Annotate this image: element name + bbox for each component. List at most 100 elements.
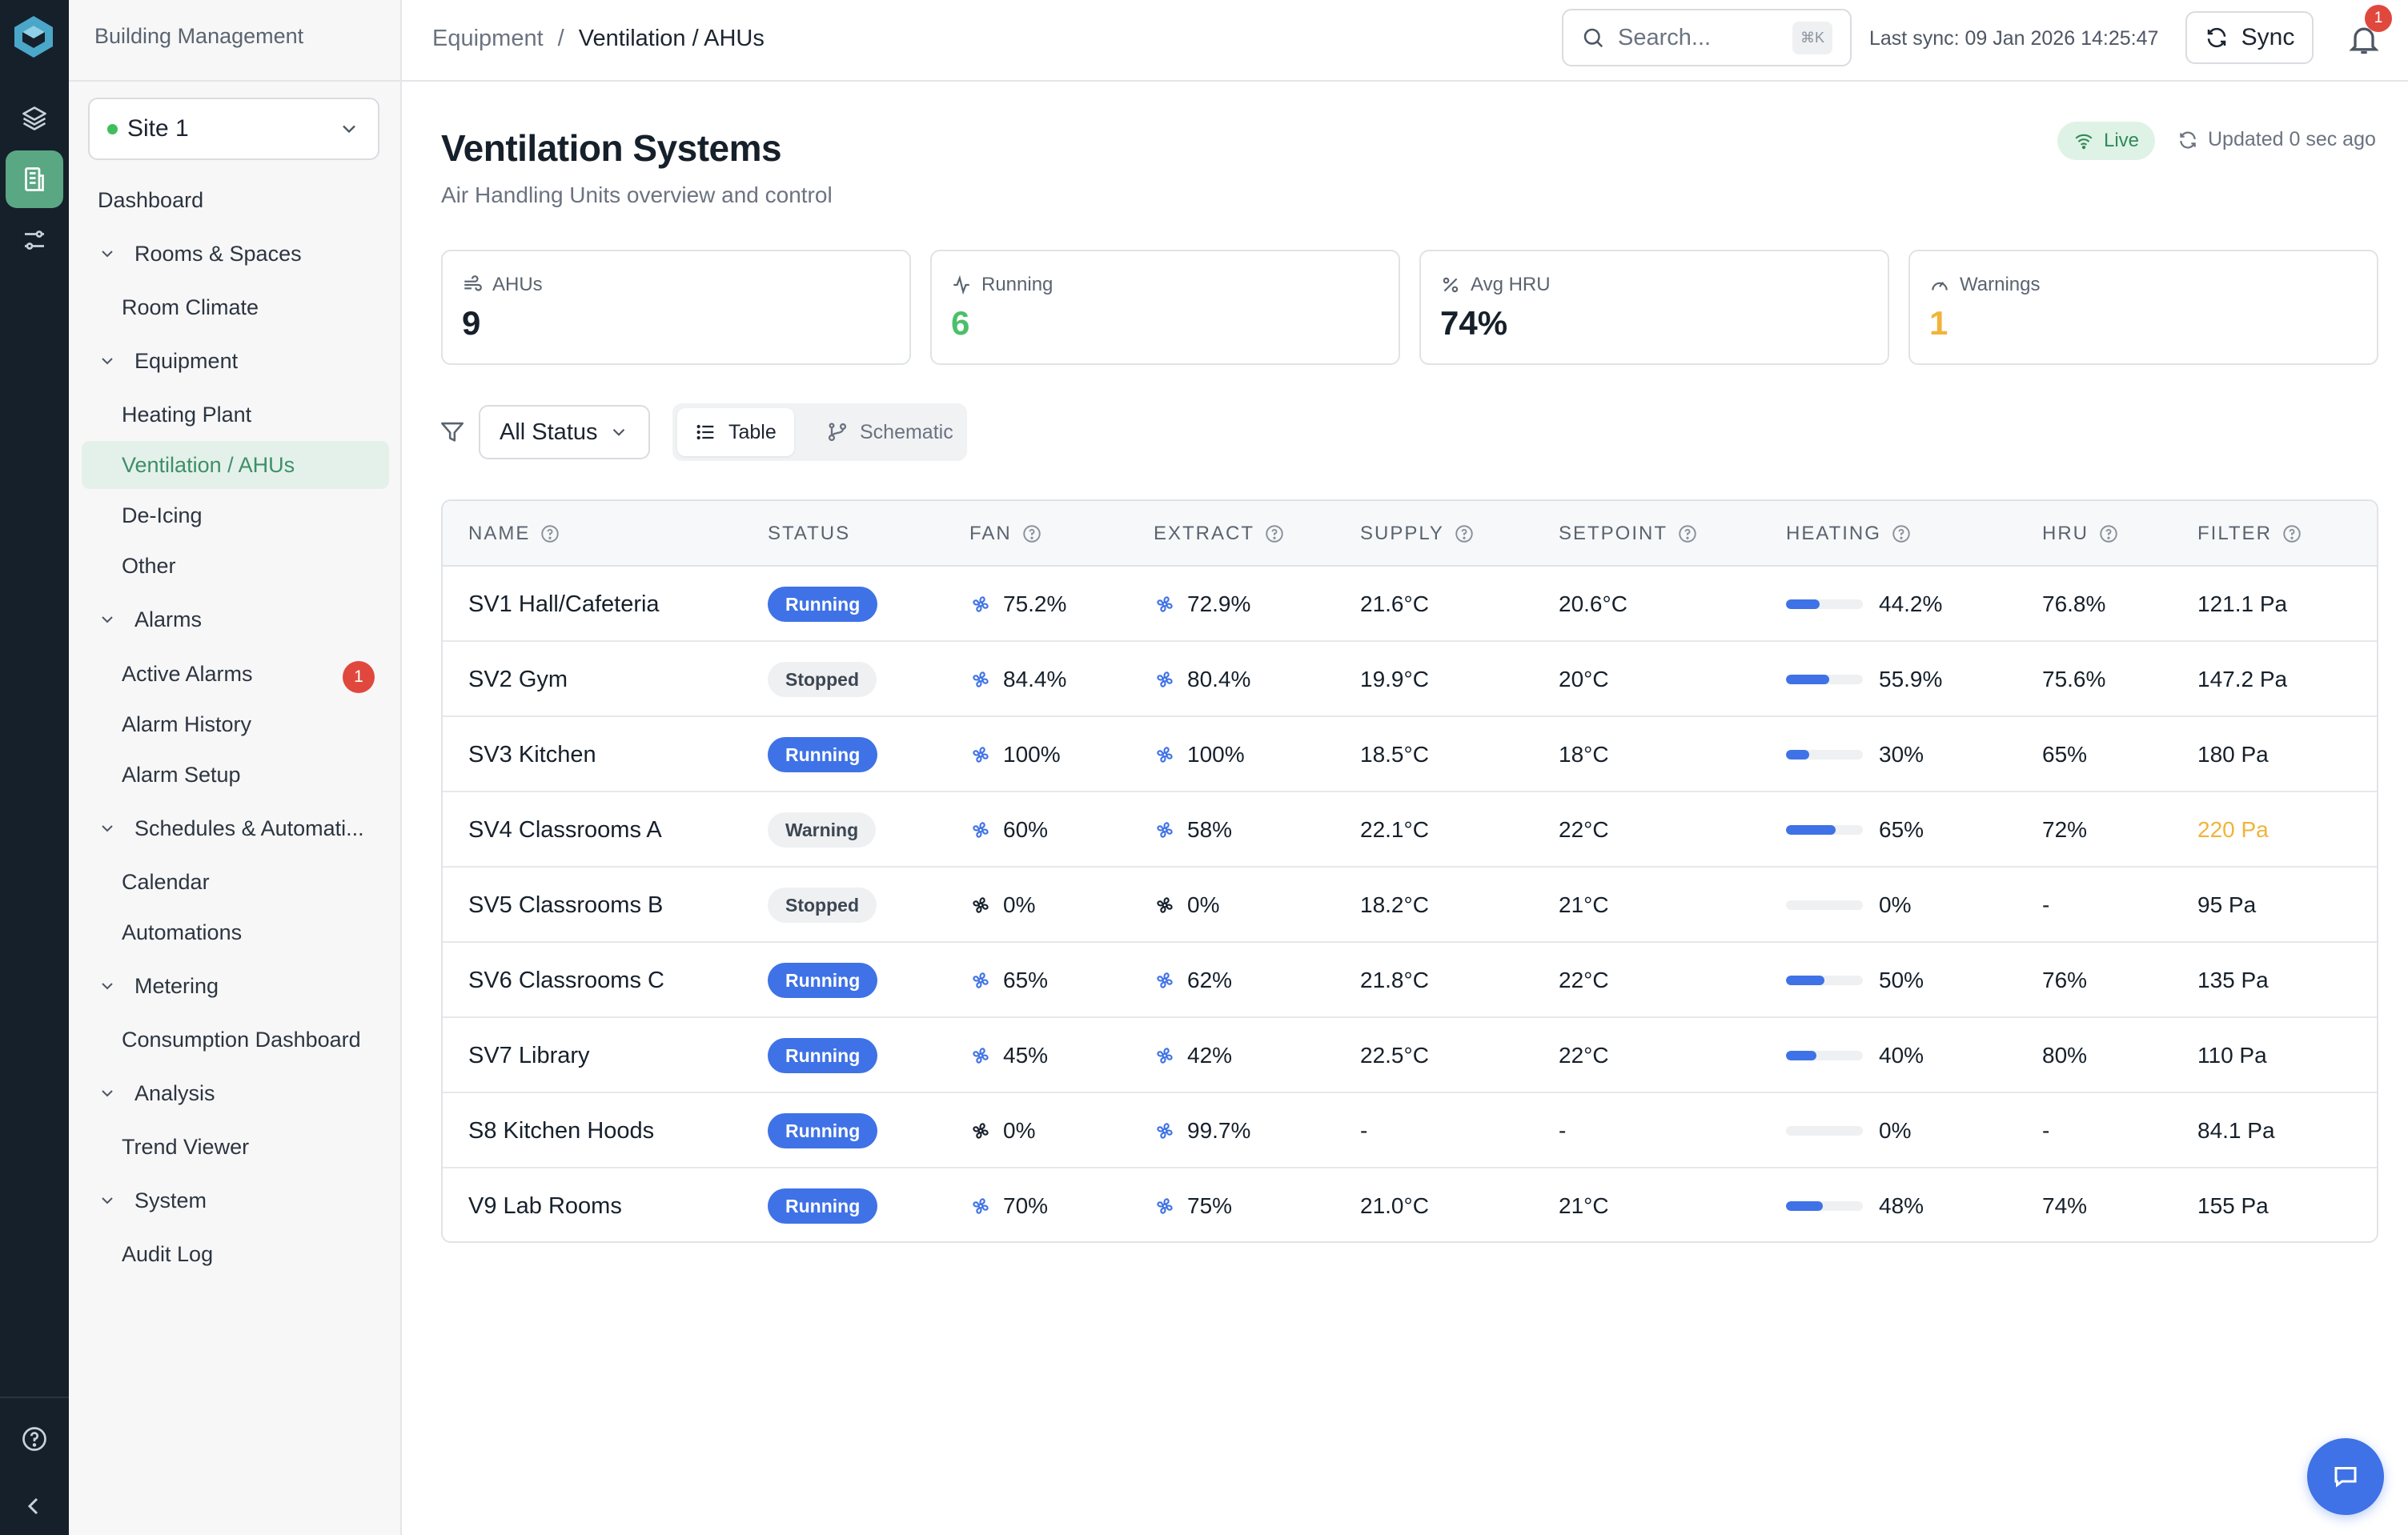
ahu-name[interactable]: SV2 Gym: [468, 666, 568, 692]
table-row[interactable]: V9 Lab Rooms Running 70% 75% 21.0°C 21°C 48% 74…: [443, 1168, 2377, 1241]
status-badge: Running: [768, 1113, 878, 1148]
nav-audit-log[interactable]: Audit Log: [122, 1241, 214, 1266]
supply-value: 18.2°C: [1360, 892, 1429, 917]
view-schematic-button[interactable]: Schematic: [809, 408, 971, 456]
column-header-heating[interactable]: HEATING: [1786, 501, 1912, 567]
ahu-name[interactable]: V9 Lab Rooms: [468, 1192, 622, 1219]
extract-value: 99.7%: [1187, 1118, 1251, 1143]
help-circle-icon[interactable]: [540, 523, 560, 544]
nav-trend-viewer[interactable]: Trend Viewer: [122, 1134, 250, 1159]
extract-value: 42%: [1187, 1043, 1233, 1068]
chevron-down-icon: [102, 1197, 113, 1204]
nav-group-label: Rooms & Spaces: [134, 241, 302, 266]
nav-calendar[interactable]: Calendar: [122, 869, 210, 894]
brand-title: Building Management: [94, 24, 304, 48]
nav-heating-plant[interactable]: Heating Plant: [122, 402, 252, 427]
site-status-dot: [107, 123, 118, 134]
heating-bar: [1786, 1201, 1863, 1211]
ahu-name[interactable]: S8 Kitchen Hoods: [468, 1117, 655, 1144]
ahu-name[interactable]: SV4 Classrooms A: [468, 816, 662, 843]
notifications-button[interactable]: 1: [2339, 5, 2392, 64]
help-circle-icon[interactable]: [2282, 523, 2302, 544]
heating-bar-fill: [1786, 599, 1820, 609]
ahu-name[interactable]: SV7 Library: [468, 1042, 590, 1068]
extract-value: 62%: [1187, 968, 1233, 992]
chat-icon: [2334, 1467, 2357, 1488]
column-header-fan[interactable]: FAN: [969, 501, 1042, 567]
help-circle-icon[interactable]: [1454, 523, 1475, 544]
column-header-status[interactable]: STATUS: [768, 501, 850, 567]
view-schematic-label: Schematic: [860, 420, 953, 443]
nav-ventilation-ahus[interactable]: Ventilation / AHUs: [82, 441, 389, 489]
app-logo-icon[interactable]: [8, 11, 59, 62]
site-selector[interactable]: Site 1: [88, 98, 379, 160]
nav-group-analysis[interactable]: Analysis: [82, 1069, 389, 1117]
collapse-chevron-icon[interactable]: [6, 1477, 63, 1535]
nav-alarm-setup[interactable]: Alarm Setup: [122, 762, 241, 787]
nav-group-system[interactable]: System: [82, 1176, 389, 1224]
nav-alarm-history[interactable]: Alarm History: [122, 711, 252, 736]
help-icon[interactable]: [6, 1410, 63, 1468]
fan-cell: 60%: [969, 792, 1048, 868]
sidebar-divider: [69, 80, 402, 82]
chat-button[interactable]: [2307, 1438, 2384, 1515]
table-row[interactable]: SV6 Classrooms C Running 65% 62% 21.8°C 22°C 5…: [443, 943, 2377, 1018]
table-row[interactable]: SV7 Library Running 45% 42% 22.5°C 22°C 40% 80%…: [443, 1018, 2377, 1093]
help-circle-icon[interactable]: [1264, 523, 1285, 544]
table-row[interactable]: S8 Kitchen Hoods Running 0% 99.7% - - 0% - 84.1 …: [443, 1093, 2377, 1168]
extract-value: 0%: [1187, 892, 1220, 917]
layers-icon[interactable]: [6, 90, 63, 147]
nav-automations[interactable]: Automations: [122, 920, 243, 944]
ahu-name[interactable]: SV1 Hall/Cafeteria: [468, 591, 660, 617]
top-bar: Equipment / Ventilation / AHUs Search...…: [402, 0, 2408, 82]
table-row[interactable]: SV2 Gym Stopped 84.4% 80.4% 19.9°C 20°C 55.9% 7…: [443, 642, 2377, 717]
search-input[interactable]: Search... ⌘K: [1562, 9, 1852, 66]
table-row[interactable]: SV5 Classrooms B Stopped 0% 0% 18.2°C 21°C 0% -…: [443, 868, 2377, 943]
ahu-name[interactable]: SV3 Kitchen: [468, 741, 596, 768]
sliders-icon[interactable]: [6, 211, 63, 269]
ahu-name[interactable]: SV6 Classrooms C: [468, 967, 664, 993]
help-circle-icon[interactable]: [1891, 523, 1912, 544]
heating-cell: 55.9%: [1786, 642, 1942, 717]
table-row[interactable]: SV1 Hall/Cafeteria Running 75.2% 72.9% 21.6°…: [443, 567, 2377, 642]
heating-cell: 0%: [1786, 868, 1911, 943]
nav-dashboard[interactable]: Dashboard: [98, 187, 204, 212]
table-row[interactable]: SV3 Kitchen Running 100% 100% 18.5°C 18°C 30% 6…: [443, 717, 2377, 792]
view-table-button[interactable]: Table: [677, 408, 794, 456]
breadcrumb-equipment[interactable]: Equipment: [432, 26, 544, 51]
column-header-extract[interactable]: EXTRACT: [1154, 501, 1285, 567]
fan-cell: 45%: [969, 1018, 1048, 1093]
column-header-hru[interactable]: HRU: [2042, 501, 2119, 567]
status-badge: Stopped: [768, 662, 877, 697]
nav-other[interactable]: Other: [122, 553, 176, 578]
nav-group-rooms-spaces[interactable]: Rooms & Spaces: [82, 230, 389, 278]
status-filter-select[interactable]: All Status: [479, 405, 650, 459]
nav-active-alarms[interactable]: Active Alarms 1: [82, 650, 389, 698]
nav-room-climate[interactable]: Room Climate: [122, 295, 259, 319]
filter-icon[interactable]: [439, 418, 466, 445]
building-icon[interactable]: [6, 150, 63, 208]
filter-value: 95 Pa: [2197, 892, 2257, 917]
heating-value: 44.2%: [1879, 591, 1943, 616]
nav-group-alarms[interactable]: Alarms: [82, 595, 389, 643]
help-circle-icon[interactable]: [2098, 523, 2119, 544]
help-circle-icon[interactable]: [1021, 523, 1042, 544]
nav-group-metering[interactable]: Metering: [82, 962, 389, 1010]
nav-group-schedules[interactable]: Schedules & Automati...: [82, 804, 389, 852]
fan-icon: [973, 1198, 989, 1214]
column-header-name[interactable]: NAME: [468, 501, 560, 567]
sync-button[interactable]: Sync: [2185, 11, 2314, 64]
help-circle-icon[interactable]: [1677, 523, 1698, 544]
column-header-filter[interactable]: FILTER: [2197, 501, 2302, 567]
ahu-name[interactable]: SV5 Classrooms B: [468, 892, 664, 918]
table-row[interactable]: SV4 Classrooms A Warning 60% 58% 22.1°C 22°C 6…: [443, 792, 2377, 868]
chevron-down-icon: [102, 1090, 113, 1097]
nav-group-equipment[interactable]: Equipment: [82, 337, 389, 385]
fan-value: 0%: [1003, 892, 1036, 917]
nav-de-icing[interactable]: De-Icing: [122, 503, 203, 527]
column-header-supply[interactable]: SUPPLY: [1360, 501, 1475, 567]
stat-label-text: Running: [981, 274, 1054, 295]
activity-icon: [953, 275, 969, 295]
nav-consumption-dashboard[interactable]: Consumption Dashboard: [122, 1027, 361, 1052]
column-header-setpoint[interactable]: SETPOINT: [1559, 501, 1698, 567]
